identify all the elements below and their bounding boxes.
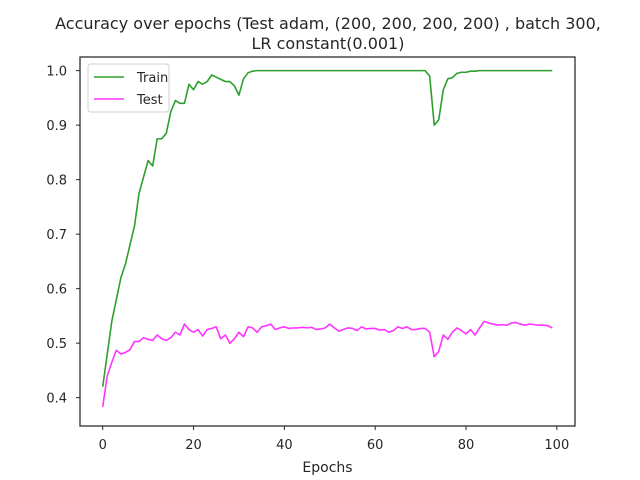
x-tick-label: 0 [99, 438, 107, 453]
y-tick-label: 0.5 [46, 337, 67, 352]
y-tick-label: 0.4 [46, 392, 67, 407]
x-tick-label: 80 [458, 438, 475, 453]
x-tick-label: 20 [185, 438, 202, 453]
series-line-train [101, 69, 553, 387]
series-line-test [101, 320, 553, 408]
y-tick-label: 1.0 [46, 65, 67, 80]
legend-box [87, 63, 170, 113]
series-lines [101, 69, 553, 408]
y-tick-label: 0.8 [46, 174, 67, 189]
x-tick-label: 40 [276, 438, 293, 453]
legend-test-label: Test [136, 93, 163, 108]
legend: Train Test [87, 63, 170, 113]
y-tick-label: 0.9 [46, 119, 67, 134]
chart-title: Accuracy over epochs (Test adam, (200, 2… [55, 14, 601, 33]
x-tick-label: 100 [544, 438, 569, 453]
tick-labels: 0 20 40 60 80 100 0.4 0.5 0.6 0.7 0.8 0.9 1.0 [46, 65, 569, 453]
legend-train-label: Train [136, 71, 168, 86]
y-tick-label: 0.7 [46, 228, 67, 243]
y-tick-label: 0.6 [46, 283, 67, 298]
x-axis-label: Epochs [302, 460, 352, 476]
x-tick-label: 60 [367, 438, 384, 453]
chart-subtitle: LR constant(0.001) [252, 34, 405, 53]
plot-frame [79, 56, 576, 427]
